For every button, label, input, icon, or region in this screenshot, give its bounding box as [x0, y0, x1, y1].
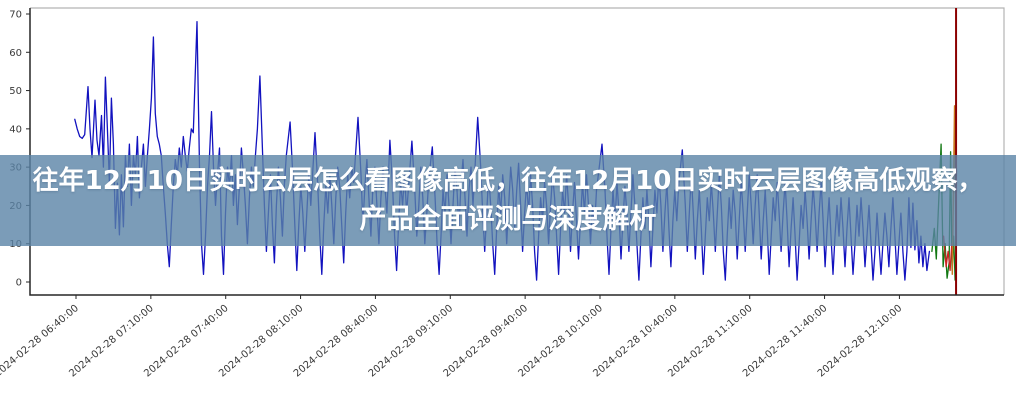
x-tick-label: 2024-02-28 08:40:00	[292, 303, 380, 380]
banner-title-line2: 产品全面评测与深度解析	[359, 204, 657, 235]
x-tick-label: 2024-02-28 11:40:00	[741, 303, 829, 380]
x-tick-label: 2024-02-28 11:10:00	[666, 303, 754, 380]
y-tick-label: 60	[9, 48, 22, 59]
y-tick-label: 50	[9, 86, 22, 97]
x-tick-label: 2024-02-28 09:40:00	[442, 303, 530, 380]
plot-background	[30, 8, 1004, 295]
y-tick-label: 0	[16, 278, 22, 289]
x-tick-label: 2024-02-28 07:10:00	[67, 303, 155, 380]
x-tick-label: 2024-02-28 06:40:00	[0, 303, 81, 380]
x-tick-label: 2024-02-28 08:10:00	[217, 303, 305, 380]
banner-title-line1: 往年12月10日实时云层怎么看图像高低，往年12月10日实时云层图像高低观察，	[32, 166, 984, 196]
title-banner-overlay: 往年12月10日实时云层怎么看图像高低，往年12月10日实时云层图像高低观察， …	[0, 155, 1016, 246]
x-tick-label: 2024-02-28 07:40:00	[142, 303, 230, 380]
y-tick-label: 40	[9, 124, 22, 135]
frame-left-bottom	[29, 8, 1004, 296]
x-tick-label: 2024-02-28 12:10:00	[816, 303, 904, 380]
x-tick-label: 2024-02-28 09:10:00	[367, 303, 455, 380]
series-line-forecast-red	[942, 235, 953, 272]
x-tick-label: 2024-02-28 10:10:00	[516, 303, 604, 380]
x-tick-label: 2024-02-28 10:40:00	[591, 303, 679, 380]
y-tick-label: 70	[9, 9, 22, 20]
